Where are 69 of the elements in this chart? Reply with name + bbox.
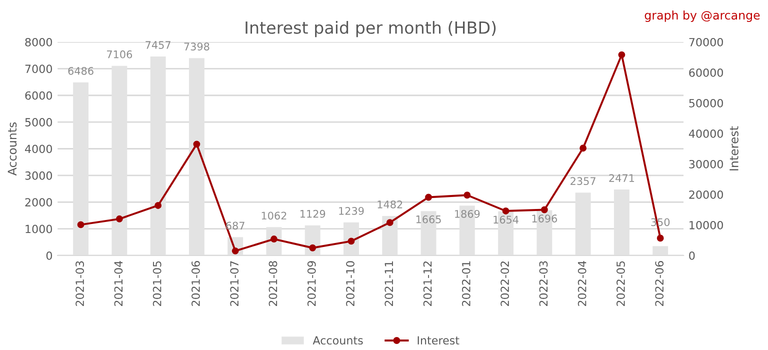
- y2-tick-label: 30000: [689, 160, 723, 168]
- y2-tick-label: 0: [689, 251, 695, 260]
- x-tick-label: 2021-06: [192, 261, 200, 306]
- y-tick-label: 0: [46, 251, 52, 260]
- bar: [652, 246, 668, 256]
- x-tick-label: 2022-05: [616, 261, 625, 306]
- data-label: 1129: [300, 210, 326, 218]
- x-tick-label: 2021-10: [346, 261, 354, 306]
- x-tick-label: 2022-03: [539, 261, 548, 306]
- point: [77, 221, 84, 228]
- y-axis-title: Accounts: [8, 122, 17, 176]
- x-tick-label: 2022-04: [578, 260, 586, 306]
- data-label: 1869: [455, 210, 480, 218]
- point: [386, 219, 394, 226]
- x-tick-label: 2021-09: [307, 261, 316, 306]
- point: [193, 140, 200, 148]
- point: [309, 244, 316, 252]
- x-tick-label: 2021-04: [114, 260, 123, 306]
- point: [116, 215, 123, 222]
- y-tick-label: 5000: [25, 118, 52, 126]
- data-label: 7457: [146, 41, 170, 49]
- data-label: 1239: [339, 206, 364, 215]
- y-tick-label: 1000: [26, 224, 52, 234]
- x-tick-label: 2022-02: [500, 261, 510, 306]
- point: [425, 194, 432, 201]
- x-tick-label: 2021-12: [423, 261, 432, 306]
- point: [464, 192, 471, 199]
- data-label: 1696: [532, 214, 558, 222]
- y-tick-label: 6000: [25, 91, 52, 100]
- point: [656, 234, 664, 242]
- y-tick-label: 2000: [25, 198, 52, 207]
- legend-label: Accounts: [312, 336, 363, 345]
- data-label: 1062: [262, 212, 286, 220]
- x-tick-label: 2021-11: [384, 261, 394, 306]
- y-tick-label: 3000: [25, 171, 52, 180]
- chart-title: Interest paid per month (HBD): [246, 21, 496, 38]
- y2-tick-label: 50000: [689, 98, 723, 108]
- y2-tick-label: 60000: [689, 68, 723, 77]
- point: [348, 238, 355, 245]
- x-tick-label: 2021-03: [76, 261, 84, 306]
- legend-label: Interest: [418, 336, 460, 345]
- data-label: 2471: [609, 174, 634, 182]
- x-tick-label: 2021-07: [230, 261, 239, 306]
- data-label: 1665: [416, 215, 441, 224]
- x-tick-label: 2021-05: [152, 261, 162, 306]
- x-tick-label: 2022-06: [655, 261, 664, 306]
- point: [154, 202, 162, 209]
- data-label: 7106: [107, 50, 132, 58]
- point: [502, 207, 510, 214]
- x-tick-label: 2021-08: [268, 261, 278, 306]
- y-tick-label: 8000: [25, 38, 52, 46]
- data-label: 1482: [378, 200, 402, 208]
- data-label: 7398: [184, 42, 210, 50]
- y2-axis-title: Interest: [730, 126, 738, 170]
- data-label: 1654: [494, 216, 518, 224]
- point: [232, 247, 239, 254]
- x-tick-label: 2022-01: [462, 261, 470, 306]
- y2-tick-label: 40000: [688, 129, 723, 138]
- y2-tick-label: 70000: [689, 38, 723, 46]
- y2-tick-label: 10000: [690, 220, 723, 230]
- y-tick-label: 7000: [25, 64, 52, 74]
- data-label: 6486: [68, 66, 94, 75]
- text: graph by @arcange: [644, 10, 760, 22]
- y-tick-label: 4000: [25, 144, 52, 154]
- y2-tick-label: 20000: [689, 190, 723, 199]
- data-label: 2357: [570, 177, 596, 186]
- point: [580, 144, 587, 152]
- point: [618, 51, 626, 58]
- point: [540, 206, 548, 214]
